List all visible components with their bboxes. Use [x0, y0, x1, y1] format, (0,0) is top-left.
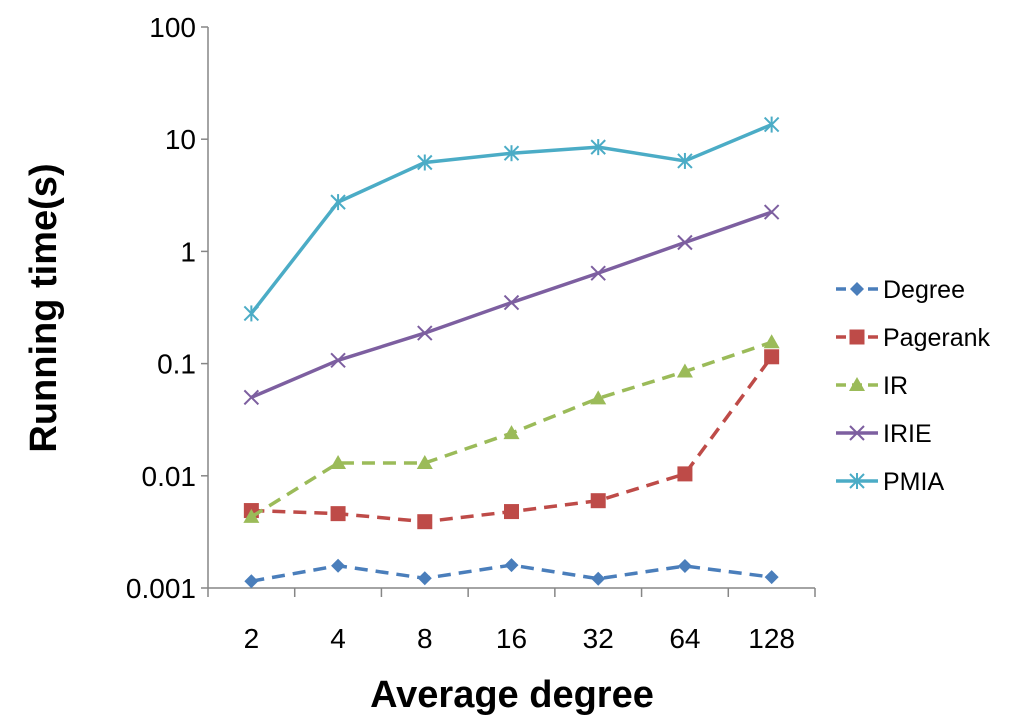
- series-ir: [243, 334, 780, 523]
- y-tick-label: 100: [149, 12, 196, 43]
- data-point-pagerank: [590, 493, 606, 509]
- legend-marker-ir: [849, 377, 865, 391]
- data-point-irie: [763, 204, 780, 220]
- x-axis-title: Average degree: [370, 674, 654, 716]
- data-point-ir: [243, 508, 260, 523]
- legend-entry-pmia: PMIA: [836, 468, 944, 496]
- marker-stroke: [849, 425, 865, 441]
- data-point-pagerank: [677, 466, 693, 482]
- legend-label-degree: Degree: [883, 276, 965, 304]
- series: [243, 116, 780, 589]
- legend-marker-degree: [850, 282, 864, 296]
- x-tick-label: 32: [583, 623, 614, 654]
- data-point-ir: [590, 390, 607, 405]
- data-point-pmia: [417, 154, 433, 171]
- marker-stroke: [590, 265, 606, 281]
- data-point-degree: [244, 574, 259, 589]
- legend-entry-ir: IR: [836, 372, 908, 400]
- data-point-degree: [331, 558, 346, 573]
- series-line-pagerank: [251, 355, 774, 524]
- y-axis-title: Running time(s): [23, 163, 65, 452]
- y-tick-label: 0.1: [157, 349, 196, 380]
- data-point-ir: [763, 334, 780, 349]
- legend: Degree Pagerank IR IRIE PMIA: [836, 276, 991, 496]
- data-point-ir: [330, 455, 347, 470]
- legend-label-pmia: PMIA: [883, 468, 944, 496]
- series-pagerank: [243, 349, 780, 530]
- data-point-pmia: [590, 139, 606, 156]
- data-point-irie: [590, 265, 606, 281]
- legend-label-irie: IRIE: [883, 420, 932, 448]
- legend-marker-pmia: [849, 473, 865, 489]
- marker-stroke: [243, 389, 260, 406]
- x-tick-label: 2: [244, 623, 260, 654]
- y-tick-label: 0.01: [142, 461, 197, 492]
- data-point-irie: [677, 234, 693, 251]
- y-tick-label: 10: [165, 124, 196, 155]
- marker-stroke: [503, 294, 520, 311]
- series-degree: [244, 558, 779, 589]
- data-point-pmia: [677, 152, 693, 169]
- legend-marker-pagerank: [849, 329, 865, 345]
- data-point-degree: [417, 571, 432, 586]
- data-point-irie: [330, 352, 346, 369]
- data-point-ir: [676, 363, 693, 378]
- data-point-pmia: [330, 194, 346, 211]
- marker-stroke: [417, 325, 433, 341]
- y-tick-label: 0.001: [126, 573, 196, 604]
- legend-entry-degree: Degree: [836, 276, 965, 304]
- data-point-irie: [243, 389, 260, 406]
- data-point-pagerank: [330, 506, 346, 522]
- data-point-irie: [503, 294, 520, 311]
- data-point-degree: [591, 571, 606, 586]
- data-point-degree: [504, 558, 519, 573]
- data-point-pagerank: [764, 349, 780, 365]
- legend-label-pagerank: Pagerank: [883, 324, 991, 352]
- data-point-degree: [764, 570, 779, 585]
- legend-entry-pagerank: Pagerank: [836, 324, 991, 352]
- data-point-pagerank: [417, 514, 433, 530]
- data-point-pmia: [763, 116, 780, 133]
- data-point-pmia: [503, 145, 520, 162]
- series-irie: [243, 204, 780, 406]
- marker-stroke: [677, 234, 693, 251]
- axes: 100 10 1 0.1 0.01 0.001 2 4 8 16 32 64 128: [126, 12, 816, 654]
- legend-label-ir: IR: [883, 372, 908, 400]
- x-tick-label: 128: [748, 623, 795, 654]
- marker-stroke: [763, 204, 780, 220]
- legend-entry-irie: IRIE: [836, 420, 932, 448]
- series-pmia: [243, 116, 780, 322]
- x-tick-label: 64: [669, 623, 700, 654]
- x-tick-label: 4: [330, 623, 346, 654]
- legend-marker-irie: [849, 425, 865, 441]
- marker-stroke: [330, 352, 346, 369]
- data-point-pagerank: [504, 504, 519, 520]
- data-point-pmia: [243, 305, 260, 322]
- y-tick-label: 1: [180, 236, 196, 267]
- data-point-ir: [503, 425, 520, 440]
- data-point-degree: [677, 559, 692, 574]
- data-point-ir: [416, 455, 433, 470]
- x-tick-label: 16: [496, 623, 527, 654]
- data-point-irie: [417, 325, 433, 341]
- x-tick-label: 8: [417, 623, 433, 654]
